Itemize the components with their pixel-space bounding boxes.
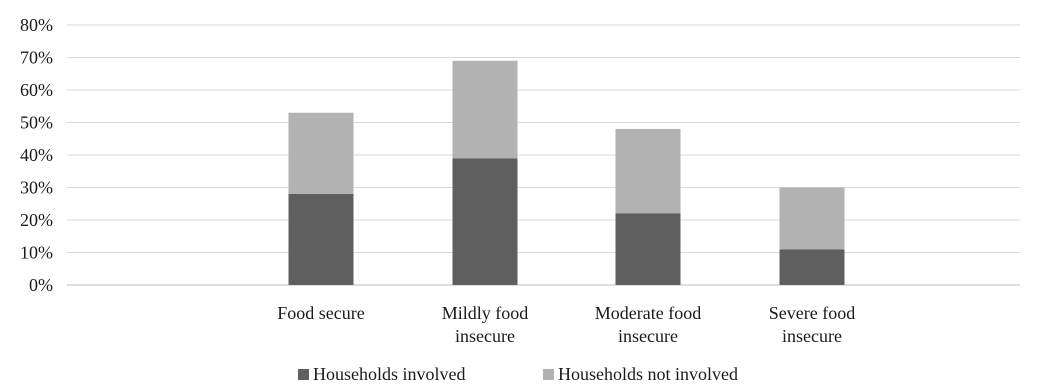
x-axis-labels: Food secure Mildly food insecure Moderate f… — [277, 303, 855, 346]
bar-segment-not-involved — [615, 129, 681, 214]
legend-swatch — [543, 369, 554, 380]
legend: Households involved Households not involv… — [298, 364, 738, 384]
y-tick-label: 20% — [20, 210, 53, 230]
bar-segment-not-involved — [452, 60, 518, 159]
y-tick-label: 0% — [29, 275, 53, 295]
y-tick-label: 10% — [20, 243, 53, 263]
bar-segment-involved — [288, 194, 354, 285]
legend-swatch — [298, 369, 309, 380]
y-tick-label: 70% — [20, 48, 53, 68]
y-tick-label: 50% — [20, 113, 53, 133]
y-tick-label: 60% — [20, 80, 53, 100]
bar-segment-involved — [615, 213, 681, 285]
bar-segment-not-involved — [288, 112, 354, 194]
bars — [288, 60, 845, 285]
legend-item: Households involved — [298, 364, 466, 384]
y-axis-ticks: 0% 10% 20% 30% 40% 50% 60% 70% 80% — [20, 15, 53, 295]
legend-item: Households not involved — [543, 364, 738, 384]
legend-label: Households not involved — [558, 364, 738, 384]
gridlines — [67, 24, 1020, 286]
y-tick-label: 80% — [20, 15, 53, 35]
y-tick-label: 30% — [20, 178, 53, 198]
bar-segment-not-involved — [779, 187, 845, 250]
legend-label: Households involved — [313, 364, 466, 384]
bar-segment-involved — [452, 158, 518, 285]
y-tick-label: 40% — [20, 145, 53, 165]
bar-segment-involved — [779, 249, 845, 285]
x-tick-label: Food secure — [277, 303, 364, 323]
x-tick-label: Severe food insecure — [769, 303, 855, 346]
x-tick-label: Mildly food insecure — [442, 303, 529, 346]
x-tick-label: Moderate food insecure — [595, 303, 701, 346]
